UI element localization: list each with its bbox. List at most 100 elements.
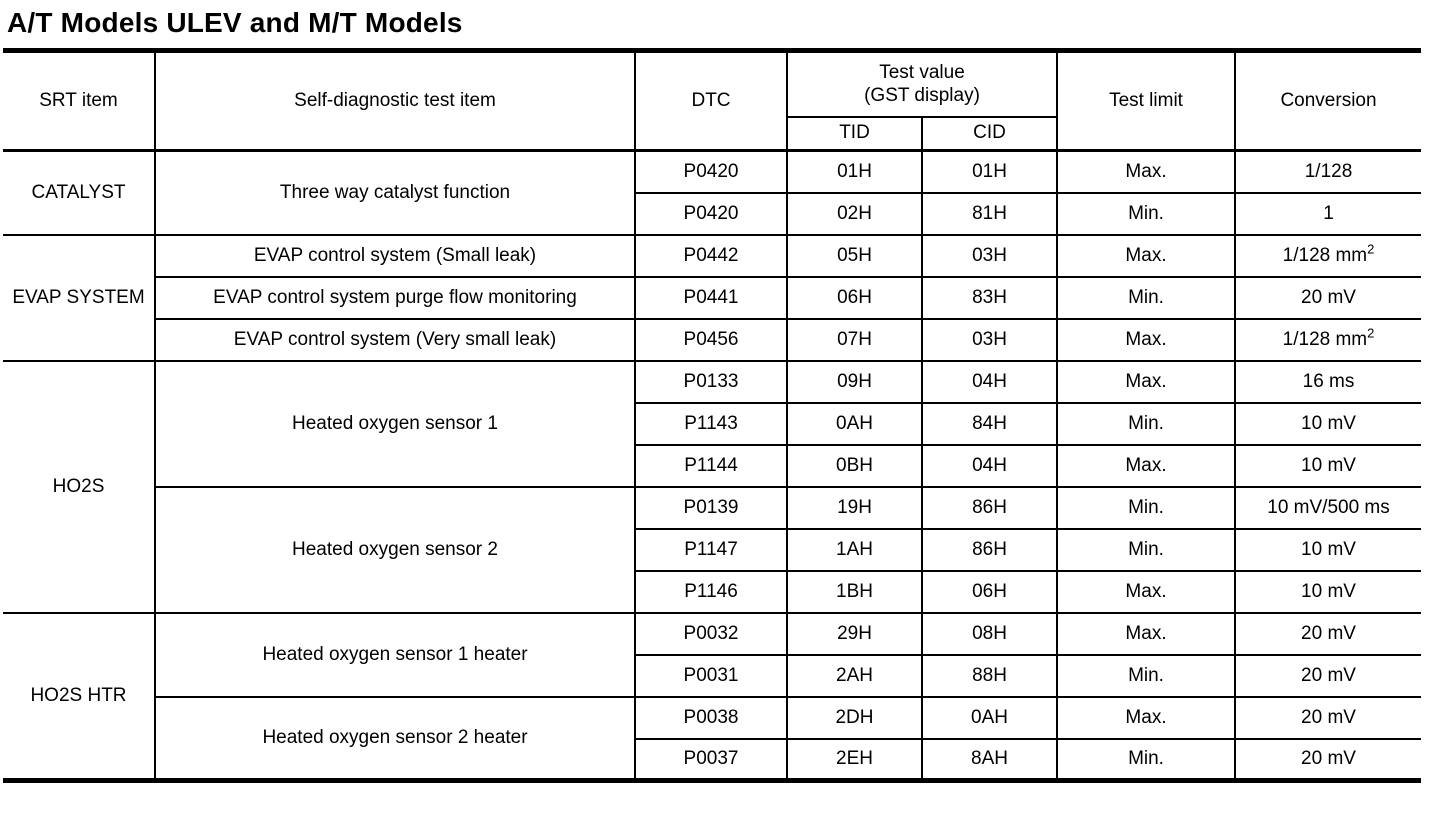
table-row: Heated oxygen sensor 2 P0139 19H 86H Min. 10 … [3, 485, 1422, 614]
dtc-cell: P0037 [634, 737, 788, 782]
test-item-cell: Heated oxygen sensor 1 [154, 359, 636, 488]
dtc-cell: P0032 [634, 611, 788, 656]
tid-cell: 0AH [786, 401, 923, 446]
table-row: CATALYST Three way catalyst function P0420… [3, 149, 1422, 236]
conversion-cell: 1/128 [1234, 149, 1422, 194]
test-limit-cell: Min. [1056, 191, 1237, 236]
test-limit-cell: Min. [1056, 275, 1237, 320]
cid-cell: 8AH [920, 737, 1059, 782]
conversion-cell: 10 mV/500 ms [1234, 485, 1422, 530]
test-limit-cell: Max. [1056, 611, 1237, 656]
test-item-cell: Three way catalyst function [154, 149, 636, 236]
table-row: EVAP SYSTEM EVAP control system (Small le… [3, 233, 1422, 362]
srt-item-cell: EVAP SYSTEM [3, 233, 156, 362]
conversion-cell: 20 mV [1234, 653, 1422, 698]
tid-cell: 1BH [786, 569, 923, 614]
conversion-cell: 1/128 mm2 [1234, 317, 1422, 362]
conversion-cell: 10 mV [1234, 443, 1422, 488]
table-row: P1144 0BH 04H Max. 10 mV [3, 443, 1422, 488]
tid-cell: 05H [786, 233, 923, 278]
col-header-tid: TID [786, 115, 923, 152]
table-row: EVAP control system purge flow monitorin… [3, 275, 1422, 320]
conversion-superscript: 2 [1367, 325, 1375, 341]
col-header-dtc: DTC [634, 49, 788, 152]
tid-cell: 29H [786, 611, 923, 656]
col-header-test-limit: Test limit [1056, 49, 1237, 152]
dtc-cell: P0139 [634, 485, 788, 530]
conversion-cell: 16 ms [1234, 359, 1422, 404]
cid-cell: 0AH [920, 695, 1059, 740]
tid-cell: 2DH [786, 695, 923, 740]
test-item-cell: Heated oxygen sensor 2 [154, 485, 636, 614]
conversion-cell: 20 mV [1234, 275, 1422, 320]
cid-cell: 81H [920, 191, 1059, 236]
test-limit-cell: Max. [1056, 359, 1237, 404]
conversion-cell: 1 [1234, 191, 1422, 236]
test-limit-cell: Max. [1056, 569, 1237, 614]
test-limit-cell: Max. [1056, 233, 1237, 278]
test-limit-cell: Max. [1056, 149, 1237, 194]
table-row: Heated oxygen sensor 2 heater P0038 2DH 0AH… [3, 695, 1422, 782]
cid-cell: 08H [920, 611, 1059, 656]
srt-item-cell: CATALYST [3, 149, 156, 236]
table-row: EVAP control system (Very small leak) P04… [3, 317, 1422, 362]
cid-cell: 86H [920, 527, 1059, 572]
table-row: HO2S Heated oxygen sensor 1 P0133 09H 04H Max… [3, 359, 1422, 614]
test-limit-cell: Min. [1056, 401, 1237, 446]
test-limit-cell: Min. [1056, 737, 1237, 782]
diagnostic-table: SRT item Self-diagnostic test item DTC T… [3, 48, 1422, 783]
tid-cell: 06H [786, 275, 923, 320]
cid-cell: 06H [920, 569, 1059, 614]
conversion-cell: 20 mV [1234, 737, 1422, 782]
dtc-cell: P0456 [634, 317, 788, 362]
conversion-cell: 1/128 mm2 [1234, 233, 1422, 278]
dtc-cell: P1146 [634, 569, 788, 614]
test-item-cell: Heated oxygen sensor 2 heater [154, 695, 636, 782]
test-limit-cell: Max. [1056, 695, 1237, 740]
table-row: P0420 02H 81H Min. 1 [3, 191, 1422, 236]
conversion-cell: 10 mV [1234, 569, 1422, 614]
tid-cell: 09H [786, 359, 923, 404]
col-header-cid: CID [920, 115, 1059, 152]
tid-cell: 07H [786, 317, 923, 362]
tid-cell: 2EH [786, 737, 923, 782]
table-row: HO2S HTR Heated oxygen sensor 1 heater P00… [3, 611, 1422, 782]
dtc-cell: P0420 [634, 191, 788, 236]
cid-cell: 03H [920, 317, 1059, 362]
test-value-line2: (GST display) [864, 85, 980, 107]
test-limit-cell: Min. [1056, 485, 1237, 530]
col-header-conversion: Conversion [1234, 49, 1422, 152]
test-item-cell: EVAP control system (Very small leak) [154, 317, 636, 362]
table-body: CATALYST Three way catalyst function P0420… [3, 149, 1422, 782]
test-item-cell: EVAP control system (Small leak) [154, 233, 636, 278]
tid-cell: 19H [786, 485, 923, 530]
tid-cell: 0BH [786, 443, 923, 488]
conversion-cell: 10 mV [1234, 401, 1422, 446]
test-limit-cell: Max. [1056, 443, 1237, 488]
page-title: A/T Models ULEV and M/T Models [7, 7, 463, 38]
dtc-cell: P0420 [634, 149, 788, 194]
dtc-cell: P1143 [634, 401, 788, 446]
test-limit-cell: Min. [1056, 653, 1237, 698]
tid-cell: 02H [786, 191, 923, 236]
cid-cell: 83H [920, 275, 1059, 320]
test-limit-cell: Min. [1056, 527, 1237, 572]
dtc-cell: P0441 [634, 275, 788, 320]
col-header-test-item: Self-diagnostic test item [154, 49, 636, 152]
cid-cell: 04H [920, 443, 1059, 488]
tid-cell: 2AH [786, 653, 923, 698]
table-row: P1146 1BH 06H Max. 10 mV [3, 569, 1422, 614]
cid-cell: 88H [920, 653, 1059, 698]
table-row: P1147 1AH 86H Min. 10 mV [3, 527, 1422, 572]
tid-cell: 01H [786, 149, 923, 194]
cid-cell: 01H [920, 149, 1059, 194]
conversion-superscript: 2 [1367, 241, 1375, 257]
col-header-srt-item: SRT item [3, 49, 156, 152]
conversion-cell: 20 mV [1234, 695, 1422, 740]
table-row: P0037 2EH 8AH Min. 20 mV [3, 737, 1422, 782]
dtc-cell: P0133 [634, 359, 788, 404]
table-header: SRT item Self-diagnostic test item DTC T… [3, 49, 1422, 152]
cid-cell: 03H [920, 233, 1059, 278]
dtc-cell: P1147 [634, 527, 788, 572]
